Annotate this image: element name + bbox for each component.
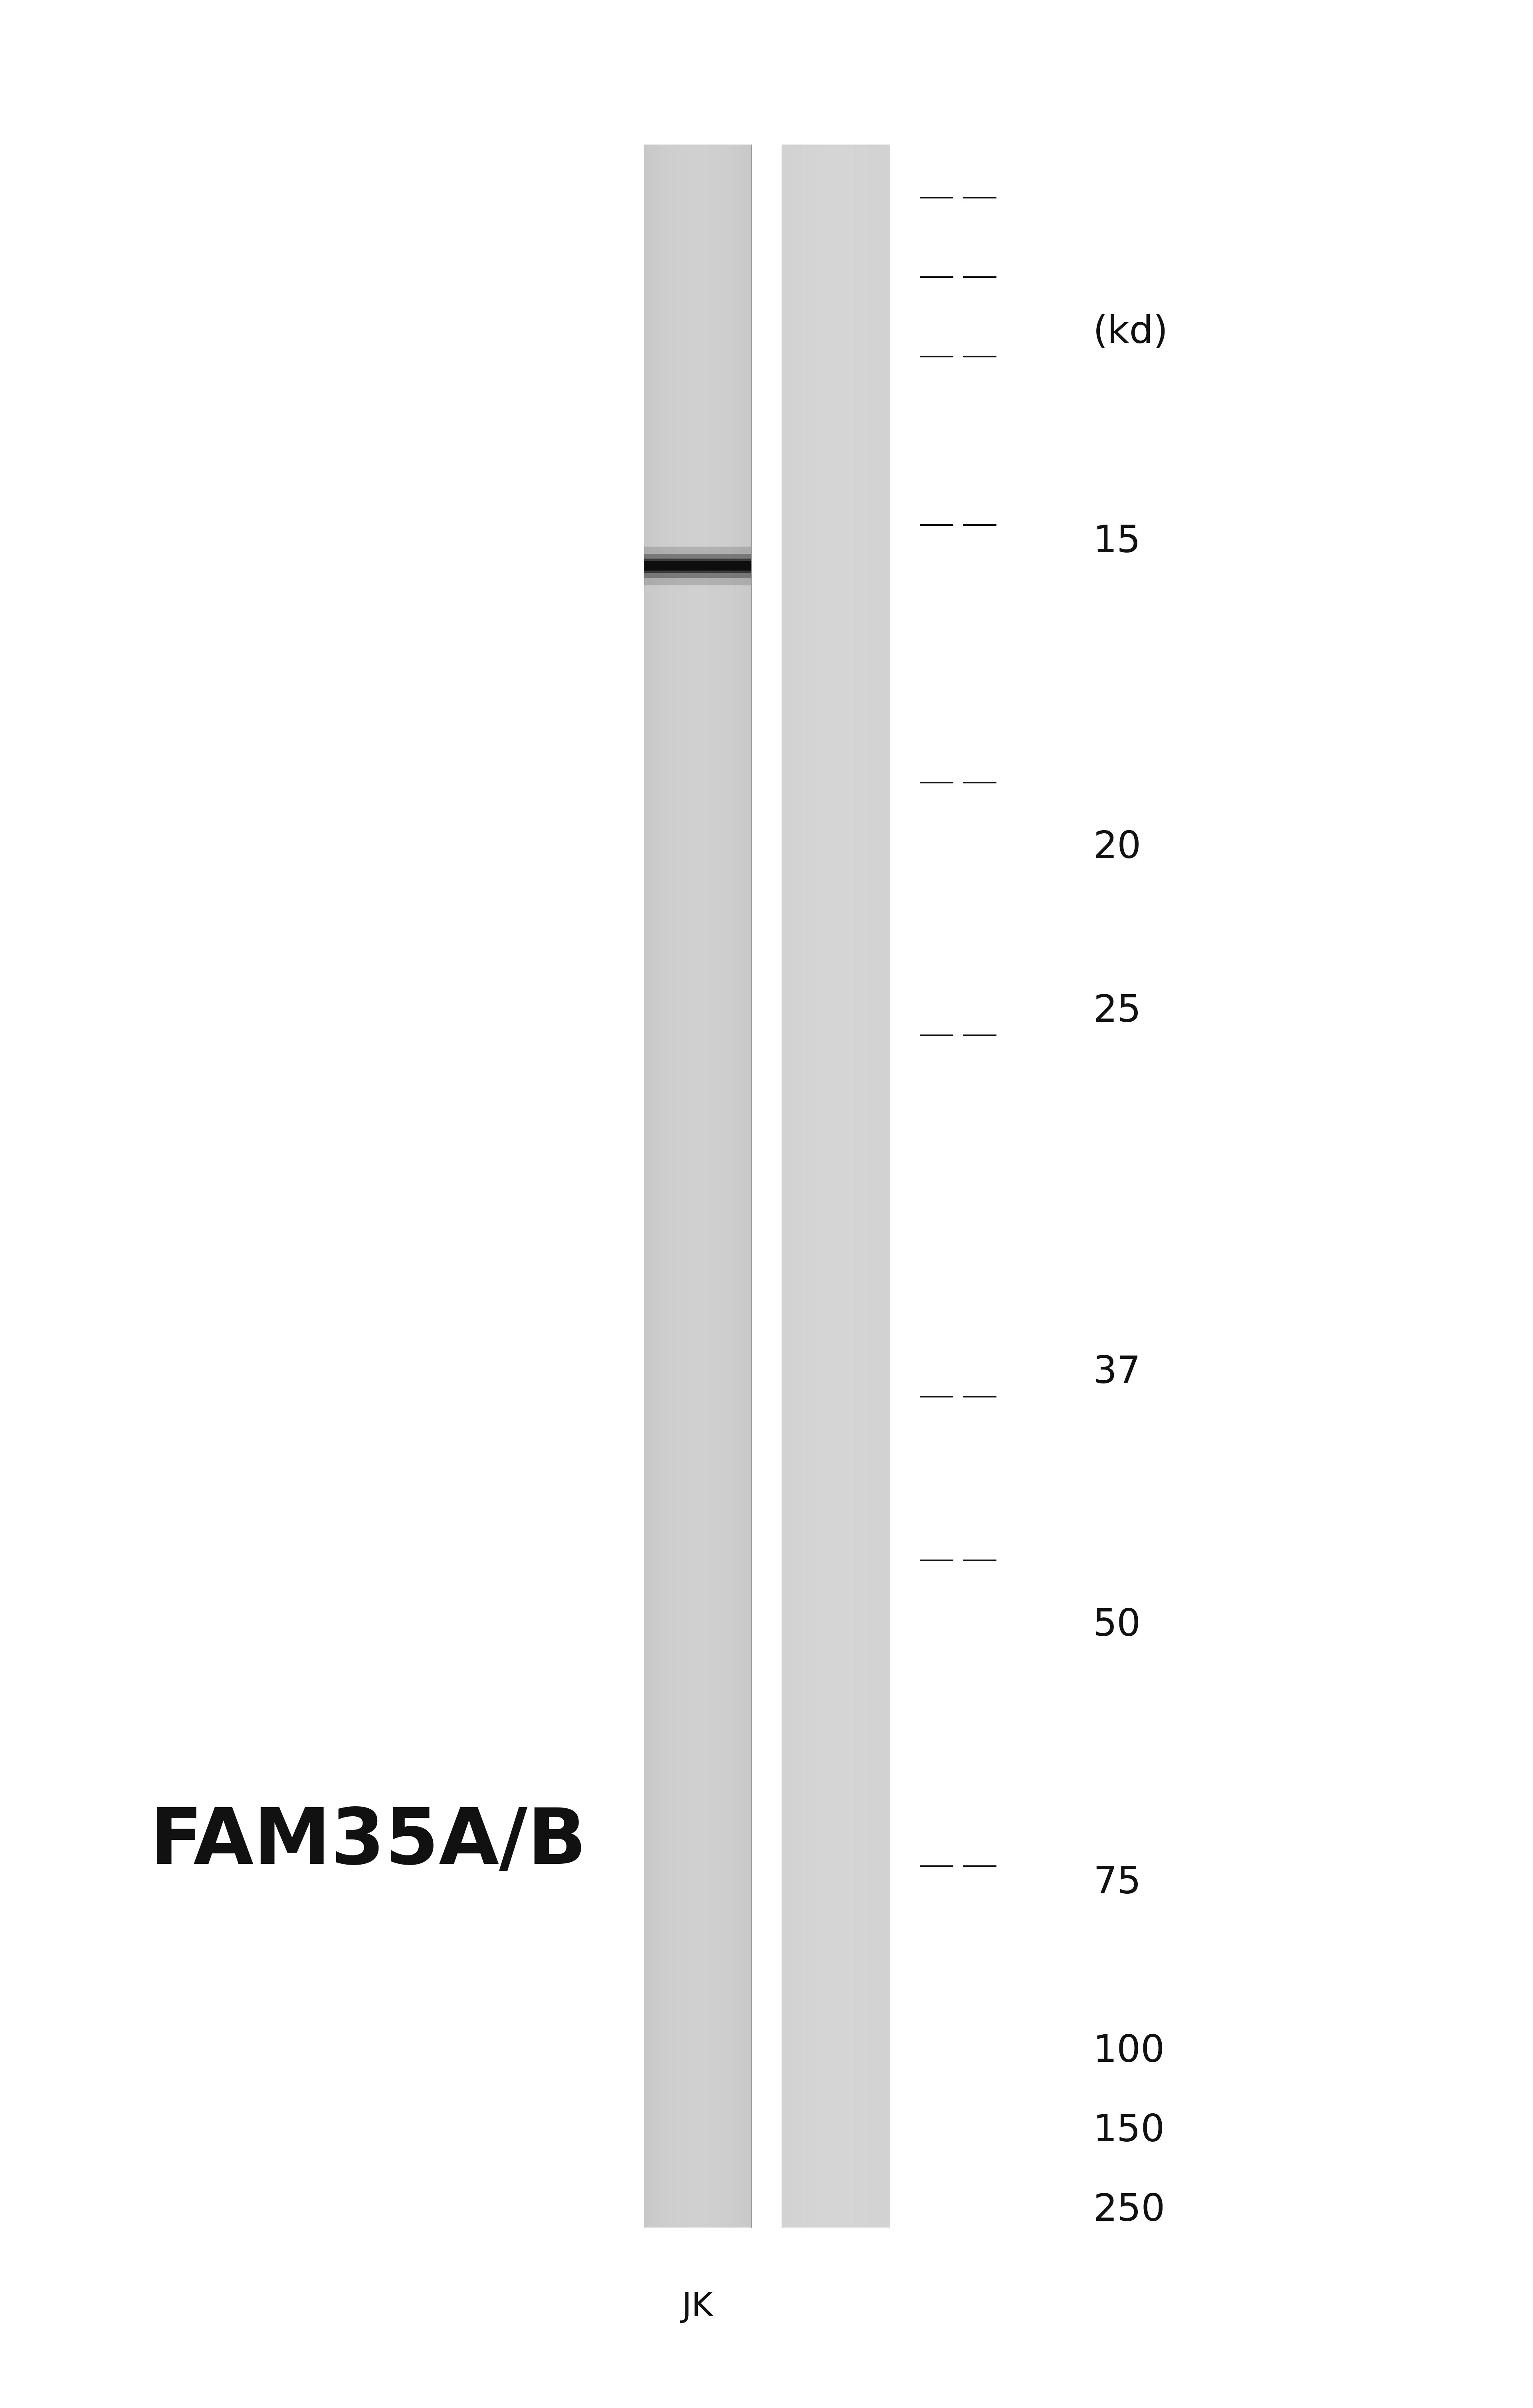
Text: 250: 250 [1093,2191,1165,2230]
Text: 50: 50 [1093,1606,1141,1645]
Bar [644,561,751,571]
Bar [644,547,751,585]
Text: JK: JK [682,2290,713,2324]
Text: 100: 100 [1093,2032,1165,2071]
Text: (kd): (kd) [1093,313,1168,352]
Text: 15: 15 [1093,523,1141,561]
Bar [644,559,751,573]
Bar [644,554,751,578]
Text: 25: 25 [1093,992,1141,1031]
Text: 75: 75 [1093,1864,1141,1902]
Text: 20: 20 [1093,828,1141,867]
Text: 37: 37 [1093,1353,1141,1392]
Text: 150: 150 [1093,2112,1165,2150]
Text: FAM35A/B: FAM35A/B [149,1804,587,1881]
